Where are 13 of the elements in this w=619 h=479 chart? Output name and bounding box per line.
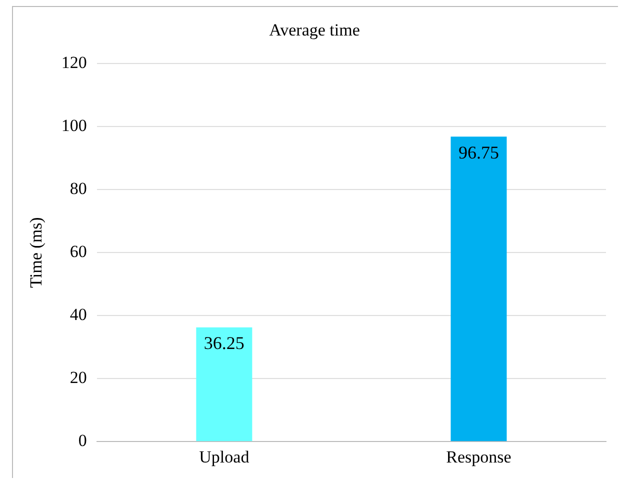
y-tick-label: 100: [61, 116, 87, 135]
y-tick-label: 120: [61, 52, 87, 72]
data-label: 96.75: [458, 142, 499, 162]
y-tick-label: 40: [70, 305, 87, 324]
y-tick-label: 80: [70, 178, 87, 198]
chart-title: Average time: [269, 20, 360, 40]
y-tick-label: 0: [78, 431, 87, 450]
data-label: 36.25: [204, 333, 244, 354]
y-axis-title: Time (ms): [26, 217, 46, 288]
x-tick-label: Response: [446, 447, 512, 466]
y-tick-label: 60: [70, 242, 87, 261]
y-tick-label: 20: [70, 368, 87, 388]
x-tick-label: Upload: [199, 447, 250, 466]
